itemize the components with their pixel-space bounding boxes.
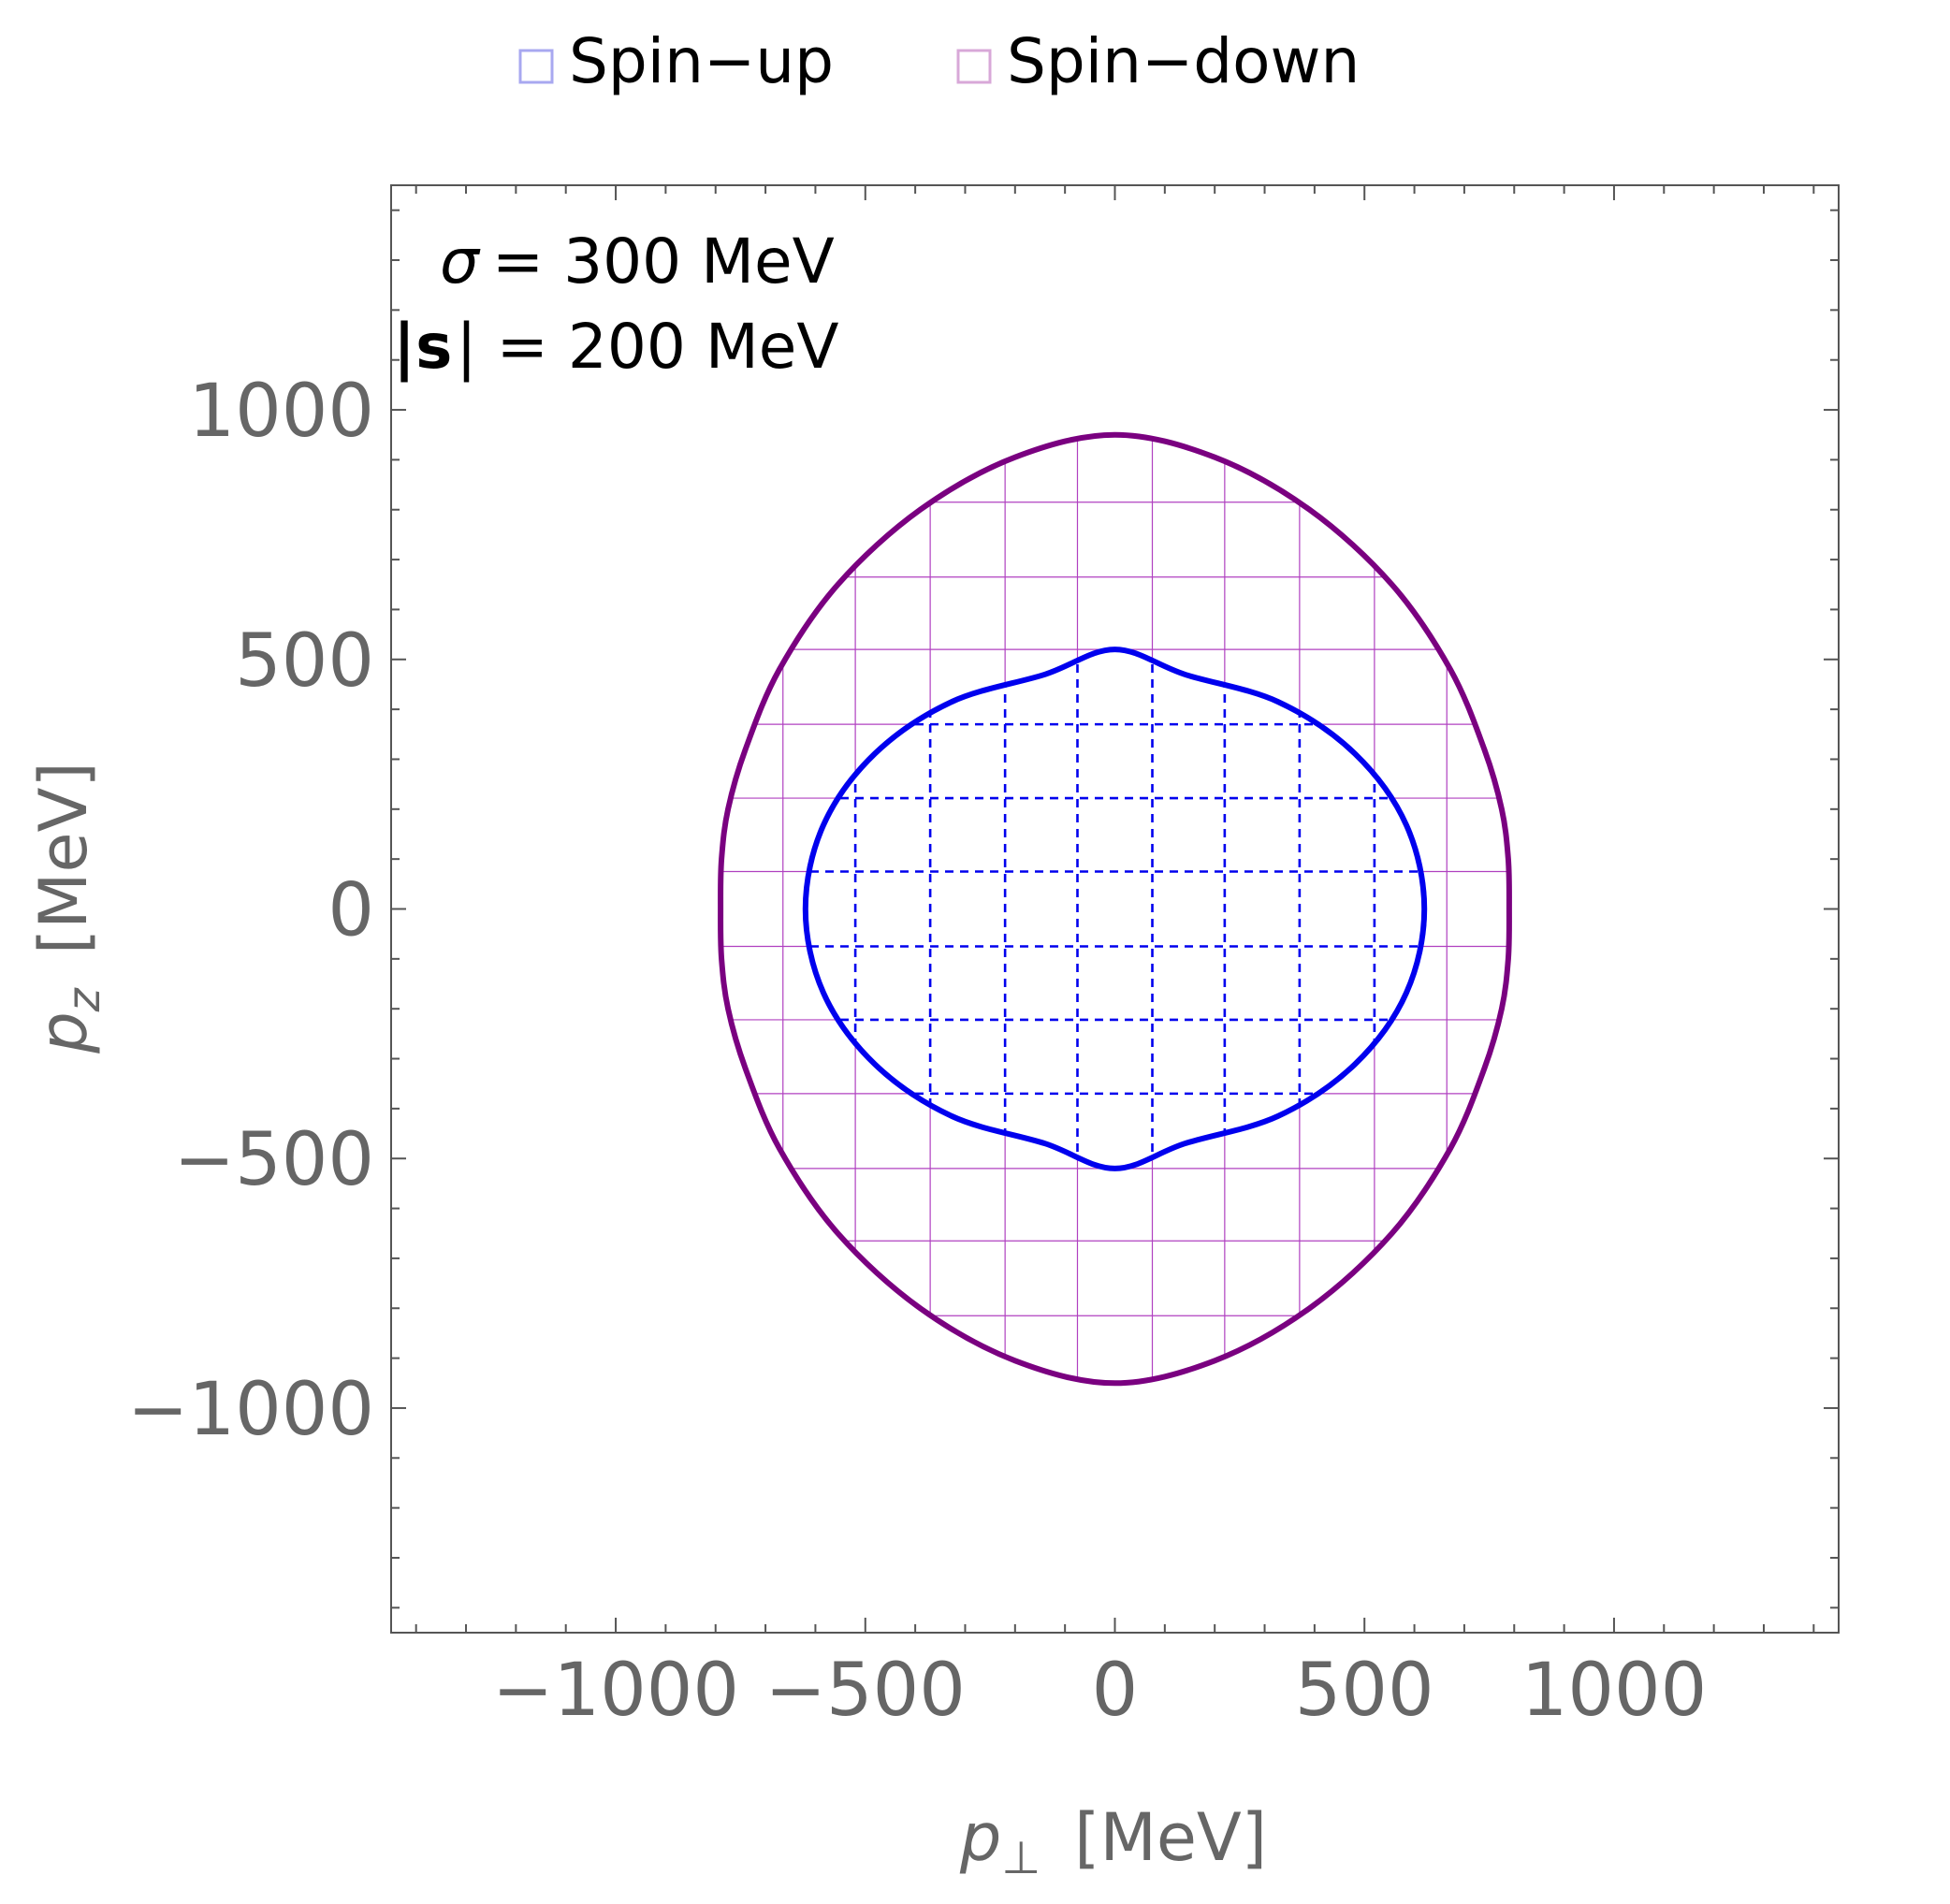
parameter-annotation: σ = 300 MeV |s| = 200 MeV bbox=[393, 225, 839, 384]
mesh-fill-series-0 bbox=[805, 649, 1425, 1169]
x-tick-label: −500 bbox=[765, 1649, 966, 1733]
y-axis-label: pz[MeV] bbox=[25, 762, 110, 1054]
tick-layer bbox=[391, 185, 1839, 1633]
tick-label-layer: −1000 −500 0 500 1000 −1000 −500 0 500 1000 bbox=[127, 370, 1707, 1733]
y-tick-label: 1000 bbox=[188, 370, 374, 454]
x-tick-label: 1000 bbox=[1521, 1649, 1708, 1733]
legend-swatch-spin-down bbox=[956, 49, 992, 84]
y-tick-label: −500 bbox=[174, 1118, 374, 1202]
mesh-layer bbox=[720, 434, 1509, 1384]
y-tick-label: 500 bbox=[235, 619, 374, 704]
series-curve-spin-up bbox=[802, 647, 1428, 1171]
plot-area: −1000 −500 0 500 1000 −1000 −500 0 500 1000 bbox=[127, 184, 1840, 1733]
curve-layer bbox=[718, 431, 1512, 1387]
legend-label-spin-up: Spin−up bbox=[569, 25, 834, 97]
y-tick-label: −1000 bbox=[127, 1368, 374, 1452]
x-tick-label: 500 bbox=[1295, 1649, 1434, 1733]
legend-label-spin-down: Spin−down bbox=[1007, 25, 1360, 97]
mesh-series-0 bbox=[805, 649, 1425, 1169]
sigma-annotation: σ = 300 MeV bbox=[440, 225, 835, 298]
spin-magnitude-annotation: |s| = 200 MeV bbox=[393, 311, 839, 384]
x-tick-label: −1000 bbox=[492, 1649, 739, 1733]
x-axis-label: p⊥ [MeV] bbox=[959, 1799, 1267, 1884]
legend: Spin−up Spin−down bbox=[518, 25, 1360, 97]
x-tick-label: 0 bbox=[1092, 1649, 1139, 1733]
legend-swatch-spin-up bbox=[518, 49, 554, 84]
y-tick-label: 0 bbox=[327, 869, 374, 953]
series-curve-spin-down bbox=[718, 431, 1512, 1387]
